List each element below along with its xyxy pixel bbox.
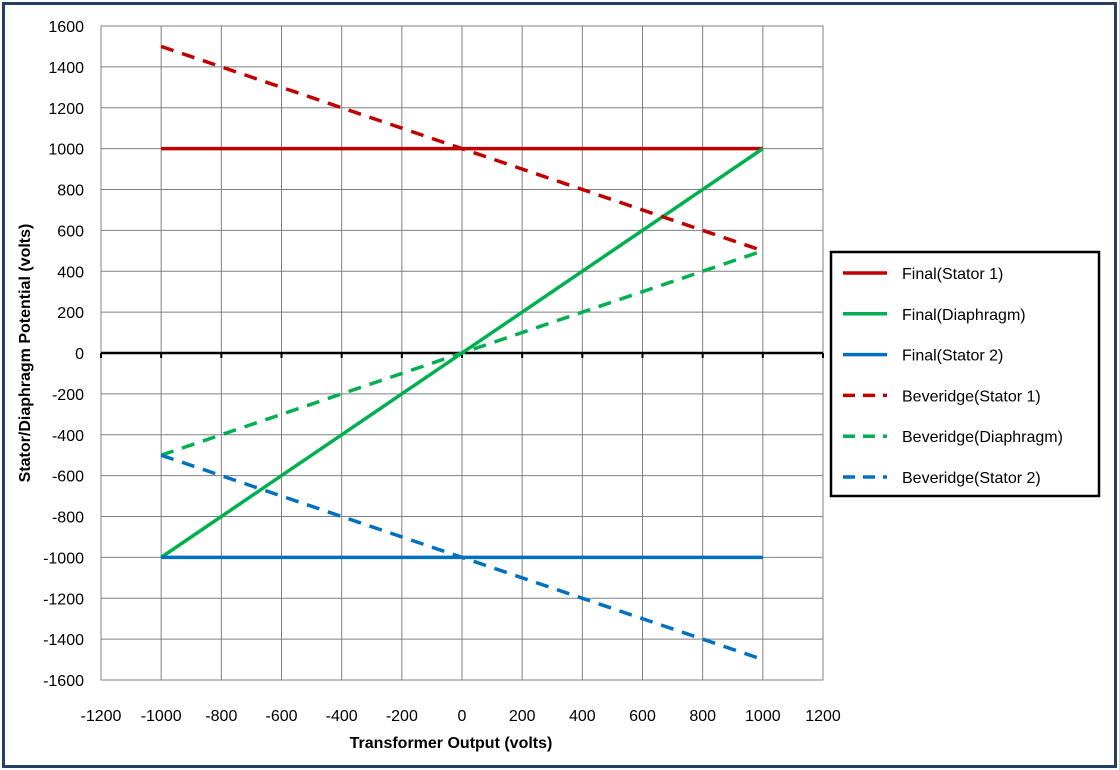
y-tick-label: 600 (57, 223, 84, 240)
legend-label: Beveridge(Stator 1) (902, 388, 1041, 405)
y-tick-label: -1600 (43, 673, 84, 690)
y-tick-label: 1000 (48, 142, 84, 159)
x-tick-label: 800 (689, 708, 716, 725)
legend-label: Final(Stator 2) (902, 348, 1003, 365)
y-tick-label: 800 (57, 183, 84, 200)
y-tick-label: -600 (52, 469, 84, 486)
x-tick-label: -1200 (81, 708, 122, 725)
series-line (160, 453, 764, 662)
legend-label: Final(Diaphragm) (902, 307, 1026, 324)
y-tick-label: -800 (52, 510, 84, 527)
tick-labels: -1200 -1000 -800 -600 -400 -200 0 200 400 600 800 1… (43, 19, 841, 725)
y-tick-label: 0 (75, 346, 84, 363)
y-axis-title: Stator/Diaphragm Potential (volts) (17, 224, 34, 483)
x-tick-label: -400 (326, 708, 358, 725)
x-tick-label: 1200 (805, 708, 841, 725)
x-tick-label: 1000 (745, 708, 781, 725)
y-tick-label: -400 (52, 428, 84, 445)
x-tick-label: 400 (569, 708, 596, 725)
x-tick-label: -600 (265, 708, 297, 725)
series-line (160, 249, 764, 457)
legend-box (829, 250, 1101, 498)
legend: Final(Stator 1) Final(Diaphragm) Final(Sta… (829, 250, 1101, 498)
y-tick-label: -1200 (43, 591, 84, 608)
x-tick-label: -800 (205, 708, 237, 725)
legend-label: Final(Stator 1) (902, 266, 1003, 283)
series-line (160, 44, 764, 253)
x-tick-label: -1000 (141, 708, 182, 725)
y-tick-label: 200 (57, 305, 84, 322)
y-tick-label: -1000 (43, 550, 84, 567)
series-lines (160, 44, 764, 662)
y-tick-label: -1400 (43, 632, 84, 649)
y-tick-label: 1600 (48, 19, 84, 36)
legend-label: Beveridge(Diaphragm) (902, 429, 1063, 446)
y-tick-label: 400 (57, 264, 84, 281)
x-axis-title: Transformer Output (volts) (350, 735, 553, 752)
y-tick-label: -200 (52, 387, 84, 404)
x-tick-label: 200 (509, 708, 536, 725)
y-tick-label: 1200 (48, 101, 84, 118)
x-tick-label: 600 (629, 708, 656, 725)
y-tick-label: 1400 (48, 60, 84, 77)
x-tick-label: -200 (386, 708, 418, 725)
x-tick-label: 0 (458, 708, 467, 725)
legend-label: Beveridge(Stator 2) (902, 470, 1041, 487)
